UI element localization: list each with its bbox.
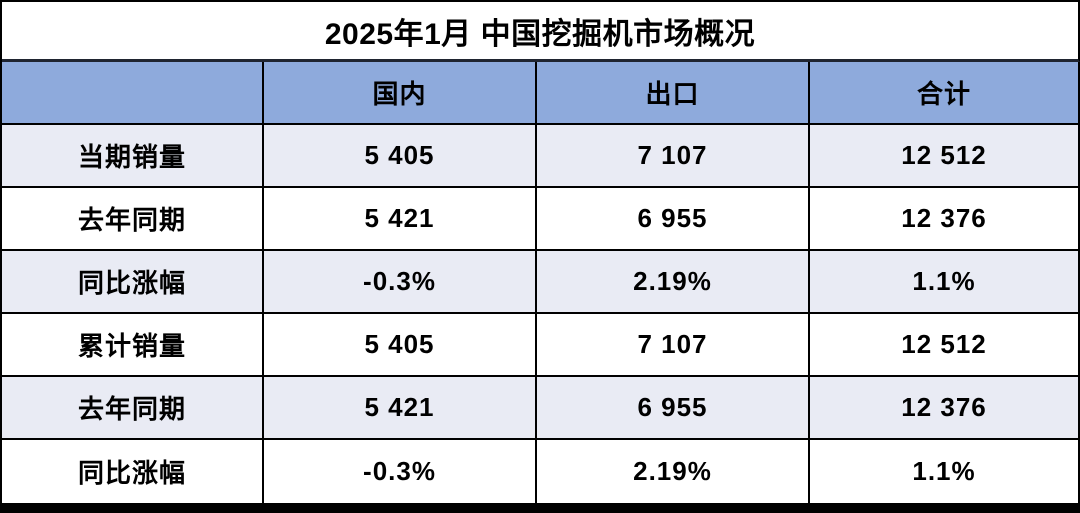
- row-cumulative-sales-total: 12 512: [810, 314, 1080, 377]
- header-export: 出口: [537, 62, 810, 125]
- row-cumulative-yoy-label: 同比涨幅: [2, 440, 264, 503]
- row-last-year-domestic: 5 421: [264, 188, 537, 251]
- row-yoy-change-total: 1.1%: [810, 251, 1080, 314]
- header-total: 合计: [810, 62, 1080, 125]
- row-cumulative-last-year-domestic: 5 421: [264, 377, 537, 440]
- row-last-year-label: 去年同期: [2, 188, 264, 251]
- row-current-sales-label: 当期销量: [2, 125, 264, 188]
- row-current-sales-total: 12 512: [810, 125, 1080, 188]
- table-title: 2025年1月 中国挖掘机市场概况: [2, 2, 1080, 62]
- row-yoy-change-domestic: -0.3%: [264, 251, 537, 314]
- row-cumulative-yoy-total: 1.1%: [810, 440, 1080, 503]
- row-current-sales-domestic: 5 405: [264, 125, 537, 188]
- row-cumulative-last-year-export: 6 955: [537, 377, 810, 440]
- row-last-year-export: 6 955: [537, 188, 810, 251]
- row-cumulative-sales-domestic: 5 405: [264, 314, 537, 377]
- row-yoy-change-export: 2.19%: [537, 251, 810, 314]
- row-yoy-change-label: 同比涨幅: [2, 251, 264, 314]
- row-last-year-total: 12 376: [810, 188, 1080, 251]
- header-domestic: 国内: [264, 62, 537, 125]
- row-current-sales-export: 7 107: [537, 125, 810, 188]
- row-cumulative-sales-label: 累计销量: [2, 314, 264, 377]
- row-cumulative-yoy-domestic: -0.3%: [264, 440, 537, 503]
- header-blank: [2, 62, 264, 125]
- row-cumulative-yoy-export: 2.19%: [537, 440, 810, 503]
- row-cumulative-sales-export: 7 107: [537, 314, 810, 377]
- row-cumulative-last-year-label: 去年同期: [2, 377, 264, 440]
- row-cumulative-last-year-total: 12 376: [810, 377, 1080, 440]
